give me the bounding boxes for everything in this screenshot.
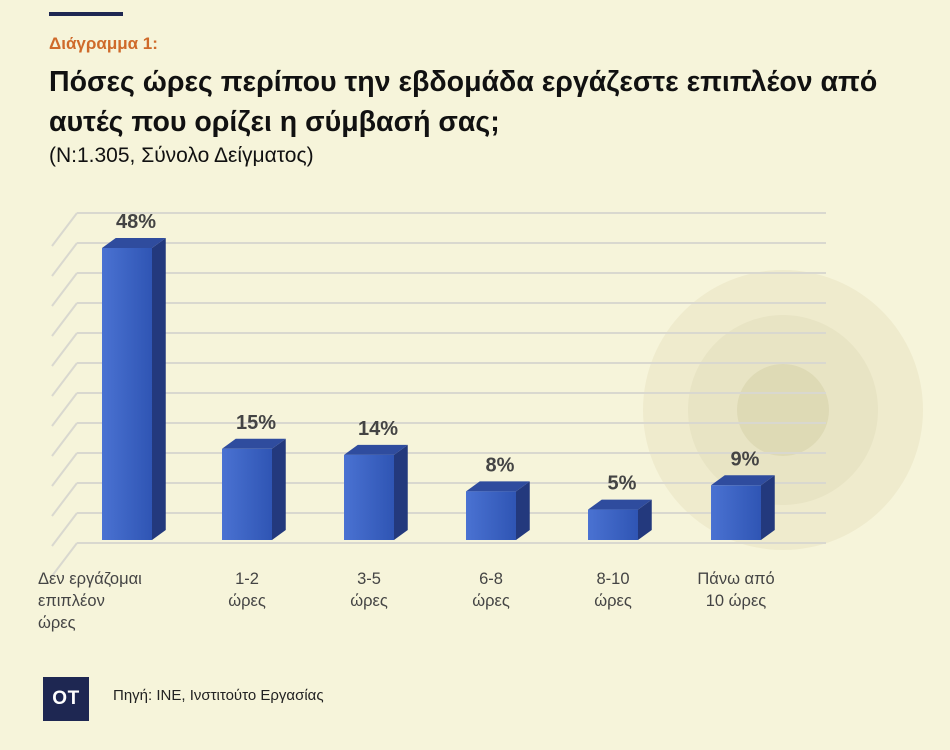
grid-line-depth xyxy=(51,482,78,517)
data-label: 14% xyxy=(358,418,398,440)
category-label-line: 1-2 xyxy=(235,570,259,588)
chart-title: Πόσες ώρες περίπου την εβδομάδα εργάζεστ… xyxy=(49,66,878,138)
grid-line-depth xyxy=(51,332,78,367)
grid-lines xyxy=(51,212,826,577)
category-label: 6-8 ώρες xyxy=(416,568,566,612)
bar xyxy=(466,491,516,540)
top-rule xyxy=(49,12,123,16)
category-label-line: 6-8 xyxy=(479,570,503,588)
grid-line-depth xyxy=(51,392,78,427)
bar xyxy=(588,509,638,540)
bar-side xyxy=(638,499,652,540)
category-label: 1-2 ώρες xyxy=(172,568,322,612)
grid-line-depth xyxy=(51,302,78,337)
category-label: 3-5 ώρες xyxy=(294,568,444,612)
bar xyxy=(711,485,761,540)
category-label-line: Πάνω από xyxy=(697,570,775,588)
bar-top xyxy=(588,499,652,510)
data-label: 9% xyxy=(731,448,760,470)
decorative-circles xyxy=(643,270,923,550)
category-label: Πάνω από 10 ώρες xyxy=(661,568,811,612)
data-label: 5% xyxy=(608,473,637,495)
bar xyxy=(102,248,152,540)
bar-side xyxy=(272,438,286,540)
category-label-line: 8-10 xyxy=(596,570,630,588)
bar-top xyxy=(711,475,775,486)
category-label: 8-10 ώρες xyxy=(538,568,688,612)
bar-top xyxy=(102,238,166,248)
bar-side xyxy=(394,444,408,540)
category-label: Δεν εργάζομαι επιπλέον ώρες xyxy=(38,568,198,634)
chart-subtitle: (N:1.305, Σύνολο Δείγματος) xyxy=(49,144,314,167)
category-label-line: Δεν εργάζομαι xyxy=(38,570,142,588)
category-label-line: ώρες xyxy=(594,592,632,610)
grid-line-depth xyxy=(51,212,78,247)
bar xyxy=(222,448,272,540)
bar-side xyxy=(152,238,166,540)
source-note: Πηγή: ΙΝΕ, Ινστιτούτο Εργασίας xyxy=(113,687,324,704)
grid-line-depth xyxy=(51,512,78,547)
data-label: 8% xyxy=(486,454,515,476)
category-label-line: ώρες xyxy=(228,592,266,610)
grid-line-depth xyxy=(51,452,78,487)
bar-top xyxy=(344,444,408,455)
bar xyxy=(344,454,394,540)
bar-side xyxy=(761,475,775,540)
ot-logo: OT xyxy=(43,677,89,721)
category-label-line: 3-5 xyxy=(357,570,381,588)
grid-line-depth xyxy=(51,542,78,577)
bar-side xyxy=(516,481,530,540)
category-label-line: ώρες xyxy=(350,592,388,610)
data-label: 48% xyxy=(116,211,156,233)
category-label-line: ώρες xyxy=(38,614,76,632)
grid-line-depth xyxy=(51,362,78,397)
bar-top xyxy=(222,438,286,449)
bar-top xyxy=(466,481,530,492)
grid-line-depth xyxy=(51,242,78,277)
category-label-line: 10 ώρες xyxy=(705,592,767,610)
grid-line-depth xyxy=(51,422,78,457)
bars xyxy=(102,238,775,540)
grid-line-depth xyxy=(51,272,78,307)
data-label: 15% xyxy=(236,412,276,434)
category-label-line: ώρες xyxy=(472,592,510,610)
chart-kicker: Διάγραμμα 1: xyxy=(49,34,158,53)
data-labels: 48% 15% 14% 8% 5% 9% xyxy=(116,211,760,495)
category-label-line: επιπλέον xyxy=(38,592,105,610)
